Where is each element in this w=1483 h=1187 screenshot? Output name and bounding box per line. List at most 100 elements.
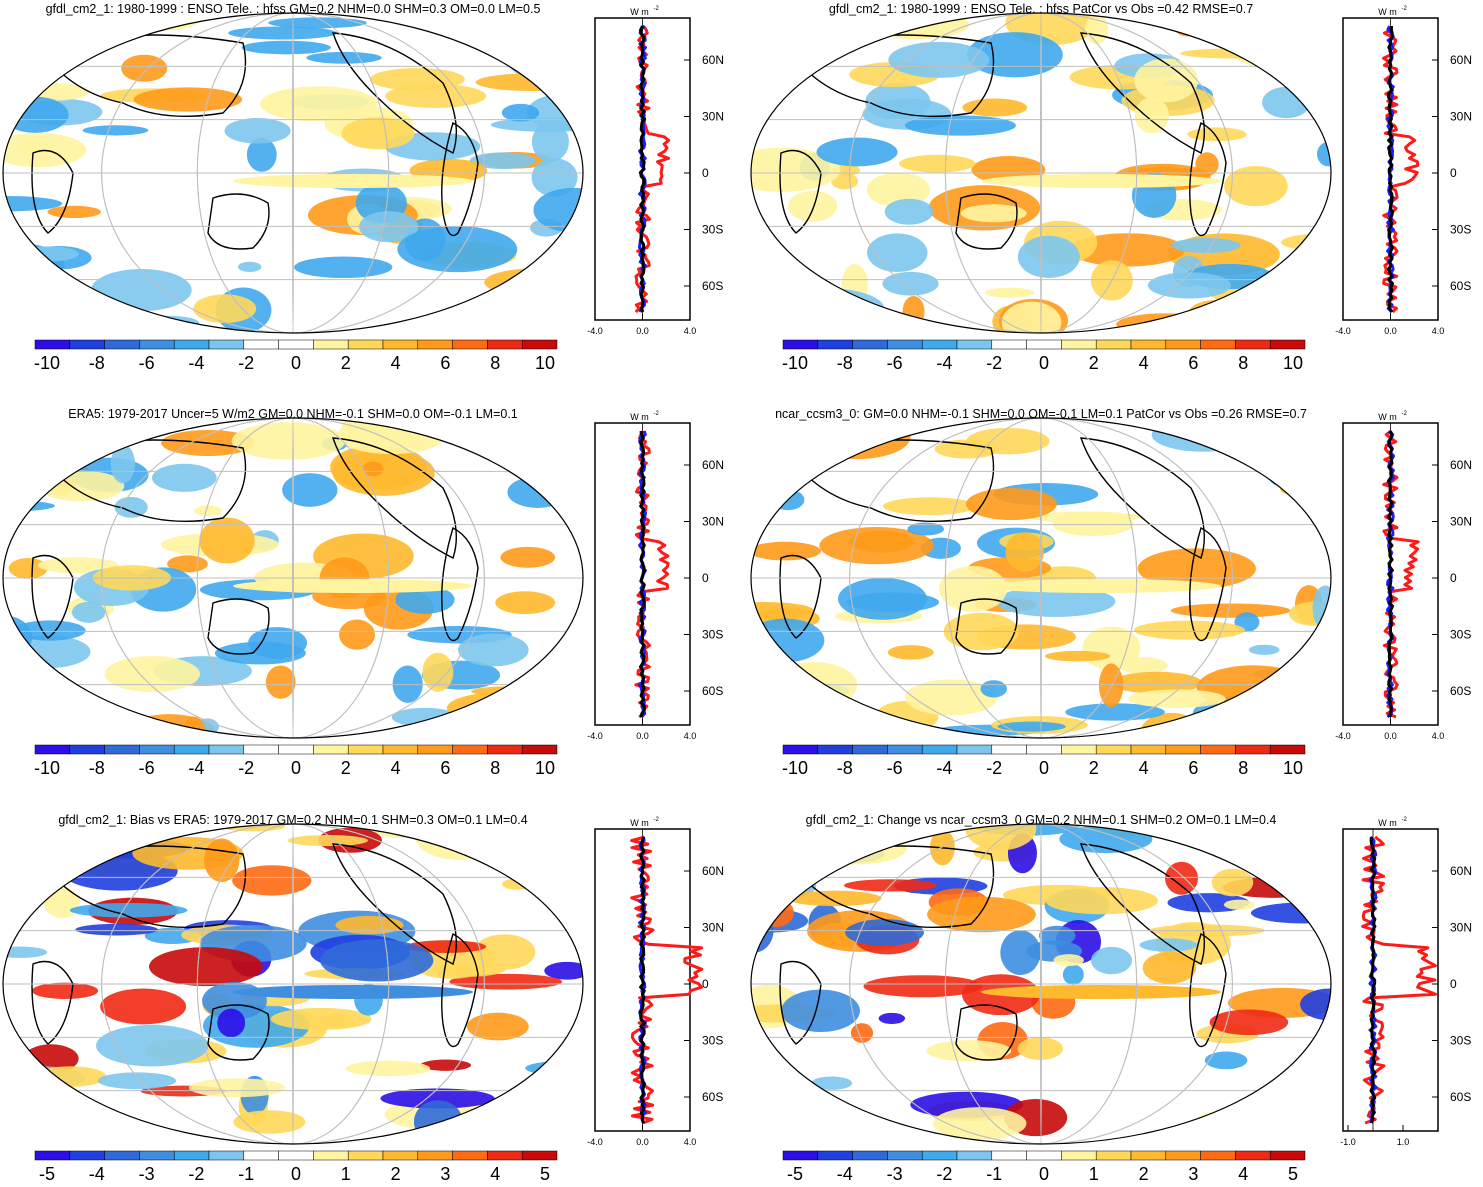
panel-3: ERA5: 1979-2017 Uncer=5 W/m2 GM=0.0 NHM=… bbox=[2, 407, 724, 778]
zonal-mean-plot: W m -2 60N 30N 0 30S 60S -4.0 0.0 4.0 bbox=[1335, 411, 1472, 741]
anomaly-patch bbox=[904, 115, 1016, 136]
colorbar-swatch bbox=[956, 339, 993, 350]
anomaly-patch bbox=[831, 173, 859, 190]
anomaly-patch bbox=[232, 865, 312, 896]
australia-outline bbox=[955, 1004, 1018, 1061]
anomaly-patch bbox=[37, 557, 119, 574]
anomaly-patch bbox=[1186, 299, 1243, 333]
anomaly-patch bbox=[104, 656, 201, 693]
zonal-units-label: W m bbox=[1378, 818, 1397, 828]
colorbar-swatch bbox=[347, 1150, 384, 1161]
colorbar: -10 -8 -6 -4 -2 0 2 4 6 8 10 bbox=[782, 744, 1306, 778]
colorbar-swatch bbox=[956, 744, 993, 755]
colorbar-swatch bbox=[173, 339, 210, 350]
colorbar-label: 0 bbox=[291, 758, 301, 778]
anomaly-patch bbox=[1090, 946, 1133, 975]
anomaly-patch bbox=[121, 54, 168, 82]
lat-label: 60S bbox=[702, 1090, 723, 1104]
africa-outline bbox=[779, 554, 822, 639]
anomaly-patch bbox=[751, 618, 825, 663]
lat-label: 60N bbox=[702, 458, 724, 472]
zonal-units-exponent: -2 bbox=[1402, 817, 1408, 823]
lat-label: 0 bbox=[702, 977, 709, 991]
anomaly-patch bbox=[934, 439, 999, 459]
anomaly-patch bbox=[1134, 58, 1199, 103]
zonal-mean-plot: W m -2 60N 30N 0 30S 60S -4.0 0.0 4.0 bbox=[1335, 6, 1472, 336]
map-field bbox=[751, 13, 1331, 333]
anomaly-patch bbox=[341, 418, 438, 449]
colorbar-label: -4 bbox=[188, 758, 204, 778]
colorbar-label: -2 bbox=[936, 1164, 952, 1184]
colorbar-label: 0 bbox=[1039, 353, 1049, 373]
anomaly-patch bbox=[91, 268, 192, 312]
anomaly-patch bbox=[882, 497, 976, 516]
south-america-outline bbox=[441, 933, 479, 1048]
anomaly-patch bbox=[8, 557, 48, 579]
x-tick-label: 4.0 bbox=[1432, 731, 1445, 741]
anomaly-patch bbox=[867, 233, 928, 273]
anomaly-patch bbox=[884, 198, 934, 225]
anomaly-patch bbox=[849, 530, 914, 553]
lat-label: 0 bbox=[1450, 166, 1457, 180]
anomaly-patch bbox=[932, 1107, 1027, 1140]
anomaly-patch bbox=[798, 833, 907, 865]
colorbar: -10 -8 -6 -4 -2 0 2 4 6 8 10 bbox=[34, 744, 558, 778]
lat-label: 30S bbox=[702, 628, 723, 642]
lat-label: 30S bbox=[702, 223, 723, 237]
meridian-line bbox=[292, 417, 294, 739]
anomaly-patch bbox=[341, 117, 415, 150]
colorbar-swatch bbox=[173, 1150, 210, 1161]
map-field bbox=[3, 418, 583, 738]
anomaly-patch bbox=[820, 724, 922, 736]
anomaly-patch bbox=[866, 172, 931, 208]
anomaly-patch bbox=[241, 40, 331, 55]
panel-4: ncar_ccsm3_0: GM=0.0 NHM=-0.1 SHM=0.0 OM… bbox=[750, 407, 1472, 778]
colorbar-swatch bbox=[347, 744, 384, 755]
anomaly-patch bbox=[882, 271, 939, 296]
colorbar-swatch bbox=[887, 1150, 923, 1161]
south-america-outline bbox=[441, 122, 479, 237]
equatorial-band bbox=[233, 174, 473, 188]
colorbar-label: 8 bbox=[1238, 353, 1248, 373]
zonal-mean-plot: W m -2 60N 30N 0 30S 60S -4.0 0.0 4.0 bbox=[587, 411, 724, 741]
anomaly-patch bbox=[845, 919, 924, 946]
anomaly-patch bbox=[320, 939, 434, 982]
x-tick-label: 4.0 bbox=[684, 731, 697, 741]
colorbar-swatch bbox=[921, 744, 958, 755]
colorbar-label: 2 bbox=[1139, 1164, 1149, 1184]
anomaly-patch bbox=[751, 876, 785, 915]
colorbar-label: -4 bbox=[936, 353, 952, 373]
colorbar-label: -10 bbox=[34, 353, 60, 373]
anomaly-patch bbox=[1151, 418, 1255, 452]
panel-2: gfdl_cm2_1: 1980-1999 : ENSO Tele. : hfs… bbox=[750, 2, 1472, 373]
anomaly-patch bbox=[887, 645, 934, 660]
colorbar-label: 5 bbox=[540, 1164, 550, 1184]
anomaly-patch bbox=[1248, 644, 1280, 655]
colorbar-label: 2 bbox=[341, 353, 351, 373]
colorbar-label: 10 bbox=[535, 758, 555, 778]
colorbar-label: 4 bbox=[490, 1164, 500, 1184]
anomaly-patch bbox=[516, 16, 583, 37]
anomaly-patch bbox=[97, 1072, 177, 1090]
zonal-units-exponent: -2 bbox=[654, 817, 660, 823]
anomaly-patch bbox=[751, 541, 821, 561]
colorbar-swatch bbox=[69, 744, 105, 755]
colorbar-label: 6 bbox=[440, 758, 450, 778]
colorbar-label: 6 bbox=[440, 353, 450, 373]
anomaly-patch bbox=[114, 496, 148, 518]
anomaly-patch bbox=[19, 137, 52, 158]
anomaly-patch bbox=[339, 619, 376, 650]
colorbar-label: 6 bbox=[1188, 758, 1198, 778]
colorbar-label: 0 bbox=[291, 353, 301, 373]
anomaly-patch bbox=[863, 975, 983, 998]
anomaly-patch bbox=[469, 152, 536, 170]
anomaly-patch bbox=[1170, 603, 1291, 618]
anomaly-patch bbox=[960, 204, 1027, 223]
anomaly-patch bbox=[287, 834, 369, 847]
panel-1: gfdl_cm2_1: 1980-1999 : ENSO Tele. : hfs… bbox=[2, 2, 724, 373]
colorbar-swatch bbox=[991, 744, 1027, 755]
anomaly-patch bbox=[44, 887, 80, 919]
map-field bbox=[751, 418, 1331, 738]
anomaly-patch bbox=[500, 546, 556, 568]
